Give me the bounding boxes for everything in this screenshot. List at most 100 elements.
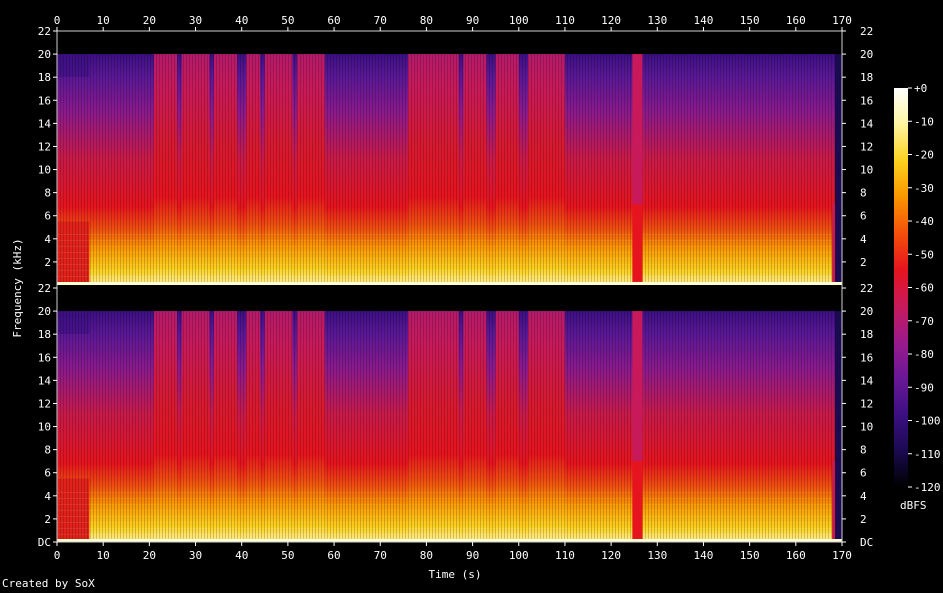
y-tick-label-left-0-2: 2 xyxy=(44,256,51,269)
colorbar: +0 -10 -20 -30 -40 -50 -60 -70 -80 -90 -100 -110 -12… xyxy=(894,82,941,494)
y-tick-label-right-1-20: 20 xyxy=(860,305,873,318)
y-tick-label-right-0-16: 16 xyxy=(860,94,873,107)
axes: 0 0 10 10 20 20 30 30 40 40 50 50 60 60 70 70 80 80 90 90 10… xyxy=(38,14,874,562)
colorbar-tick-label--80: -80 xyxy=(914,348,934,361)
x-tick-label-bottom-160: 160 xyxy=(786,549,806,562)
colorbar-tick-label--50: -50 xyxy=(914,248,934,261)
colorbar-tick-label--100: -100 xyxy=(914,415,941,428)
y-tick-label-right-1-4: 4 xyxy=(860,490,867,503)
x-tick-label-top-70: 70 xyxy=(374,14,387,27)
y-tick-label-right-0-14: 14 xyxy=(860,117,874,130)
y-tick-label-right-0-18: 18 xyxy=(860,71,873,84)
x-tick-label-bottom-50: 50 xyxy=(281,549,294,562)
channel-1-spectrogram xyxy=(57,31,842,285)
y-tick-label-right-0-12: 12 xyxy=(860,140,873,153)
dc-line xyxy=(57,539,842,542)
y-tick-label-right-1-16: 16 xyxy=(860,351,873,364)
x-tick-label-top-170: 170 xyxy=(832,14,852,27)
colorbar-tick-label-0: +0 xyxy=(914,82,927,95)
x-tick-label-top-80: 80 xyxy=(420,14,433,27)
y-tick-label-left-0-20: 20 xyxy=(38,48,51,61)
y-tick-label-left-1-12: 12 xyxy=(38,397,51,410)
x-tick-label-bottom-110: 110 xyxy=(555,549,575,562)
y-tick-label-right-1-12: 12 xyxy=(860,397,873,410)
harmonic-texture xyxy=(57,233,836,285)
colorbar-tick-label--110: -110 xyxy=(914,448,941,461)
y-tick-label-left-0-12: 12 xyxy=(38,140,51,153)
colorbar-tick-label--90: -90 xyxy=(914,381,934,394)
x-tick-label-bottom-140: 140 xyxy=(694,549,714,562)
x-tick-label-top-90: 90 xyxy=(466,14,479,27)
x-tick-label-top-50: 50 xyxy=(281,14,294,27)
x-tick-label-top-120: 120 xyxy=(601,14,621,27)
x-tick-label-top-30: 30 xyxy=(189,14,202,27)
y-tick-label-right-0-8: 8 xyxy=(860,187,867,200)
dc-line xyxy=(57,282,842,285)
colorbar-tick-label--10: -10 xyxy=(914,115,934,128)
y-tick-label-left-0-22: 22 xyxy=(38,25,51,38)
y-tick-label-left-0-4: 4 xyxy=(44,233,51,246)
y-tick-label-left-1-2: 2 xyxy=(44,513,51,526)
y-tick-label-right-1-2: 2 xyxy=(860,513,867,526)
x-tick-label-bottom-150: 150 xyxy=(740,549,760,562)
x-tick-label-top-20: 20 xyxy=(143,14,156,27)
y-tick-label-left-1-22: 22 xyxy=(38,282,51,295)
x-tick-label-top-160: 160 xyxy=(786,14,806,27)
x-tick-label-bottom-30: 30 xyxy=(189,549,202,562)
x-tick-label-bottom-70: 70 xyxy=(374,549,387,562)
colorbar-tick-label--120: -120 xyxy=(914,481,941,494)
x-tick-label-top-130: 130 xyxy=(647,14,667,27)
y-tick-label-right-1-10: 10 xyxy=(860,421,873,434)
y-tick-label-right-0-6: 6 xyxy=(860,210,867,223)
x-tick-label-top-150: 150 xyxy=(740,14,760,27)
x-tick-label-top-110: 110 xyxy=(555,14,575,27)
x-tick-label-bottom-100: 100 xyxy=(509,549,529,562)
y-tick-label-left-1-18: 18 xyxy=(38,328,51,341)
tail-fade xyxy=(832,204,836,285)
y-tick-label-right-0-10: 10 xyxy=(860,164,873,177)
x-tick-label-top-100: 100 xyxy=(509,14,529,27)
y-tick-label-left-0-14: 14 xyxy=(38,117,52,130)
x-axis-label: Time (s) xyxy=(429,568,482,581)
tail-silence xyxy=(835,54,842,285)
y-tick-label-right-1-6: 6 xyxy=(860,467,867,480)
credit-text: Created by SoX xyxy=(2,577,95,590)
gap-low-1 xyxy=(632,204,643,285)
y-tick-label-left-1-4: 4 xyxy=(44,490,51,503)
x-tick-label-top-140: 140 xyxy=(694,14,714,27)
x-tick-label-bottom-130: 130 xyxy=(647,549,667,562)
y-tick-label-right-0-22: 22 xyxy=(860,25,873,38)
x-tick-label-top-40: 40 xyxy=(235,14,248,27)
y-tick-label-right-1-22: 22 xyxy=(860,282,873,295)
y-tick-label-right-1-0: DC xyxy=(860,536,873,549)
tail-fade xyxy=(832,461,836,542)
y-tick-label-left-1-6: 6 xyxy=(44,467,51,480)
y-tick-label-right-0-4: 4 xyxy=(860,233,867,246)
gap-high-1 xyxy=(632,311,643,462)
y-axis-label: Frequency (kHz) xyxy=(11,238,24,337)
x-tick-label-top-0: 0 xyxy=(54,14,61,27)
x-tick-label-bottom-60: 60 xyxy=(327,549,340,562)
colorbar-tick-label--30: -30 xyxy=(914,182,934,195)
colorbar-gradient xyxy=(894,88,908,487)
colorbar-unit-label: dBFS xyxy=(900,499,927,512)
colorbar-tick-label--60: -60 xyxy=(914,282,934,295)
x-tick-label-bottom-120: 120 xyxy=(601,549,621,562)
x-tick-label-bottom-20: 20 xyxy=(143,549,156,562)
gap-low-1 xyxy=(632,461,643,542)
y-tick-label-left-0-16: 16 xyxy=(38,94,51,107)
harmonic-texture xyxy=(57,490,836,542)
tail-silence xyxy=(835,311,842,542)
y-tick-label-left-1-16: 16 xyxy=(38,351,51,364)
y-tick-label-left-1-0: DC xyxy=(38,536,51,549)
plot-frame xyxy=(56,30,843,543)
y-tick-label-left-0-8: 8 xyxy=(44,187,51,200)
x-tick-label-bottom-40: 40 xyxy=(235,549,248,562)
x-tick-label-bottom-10: 10 xyxy=(97,549,110,562)
x-tick-label-top-10: 10 xyxy=(97,14,110,27)
y-tick-label-left-1-14: 14 xyxy=(38,374,52,387)
y-tick-label-right-0-2: 2 xyxy=(860,256,867,269)
y-tick-label-left-0-10: 10 xyxy=(38,164,51,177)
y-tick-label-right-0-20: 20 xyxy=(860,48,873,61)
